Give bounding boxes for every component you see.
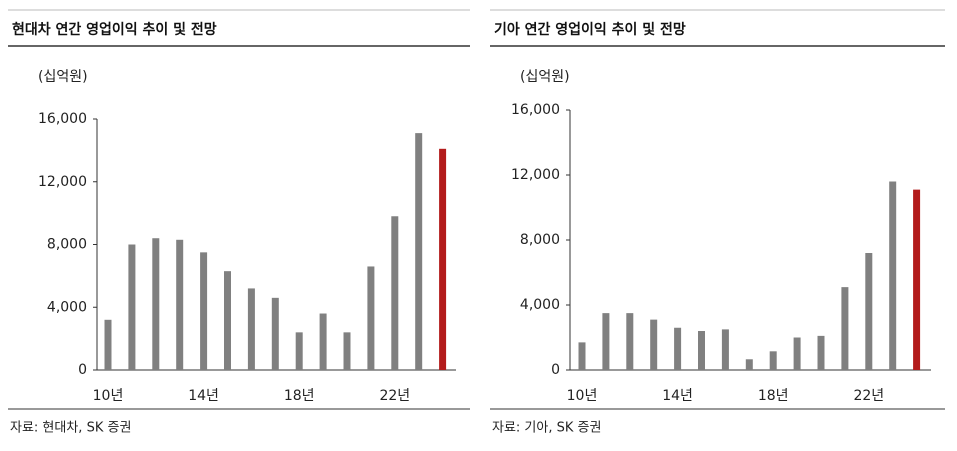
unit-label: (십억원) (520, 69, 570, 85)
bar (913, 189, 921, 370)
bar (295, 332, 303, 370)
bar (319, 313, 327, 370)
y-tick-label: 4,000 (520, 297, 560, 313)
y-tick-label: 8,000 (47, 237, 87, 253)
x-tick-label: 22년 (853, 388, 884, 404)
x-tick-label: 14년 (662, 388, 693, 404)
bar (674, 327, 682, 370)
y-tick-label: 12,000 (511, 167, 560, 183)
bar (650, 319, 658, 370)
bar (602, 313, 610, 370)
bar (343, 332, 351, 370)
x-tick-label: 10년 (567, 388, 598, 404)
y-tick-label: 4,000 (47, 299, 87, 315)
bar (200, 252, 208, 370)
chart-title: 기아 연간 영업이익 추이 및 전망 (494, 21, 686, 38)
bar (841, 287, 849, 370)
bar (224, 271, 231, 370)
bar (698, 331, 705, 370)
bar (578, 342, 586, 370)
bar (889, 181, 897, 370)
x-tick-label: 18년 (758, 388, 789, 404)
source: 자료: 기아, SK 증권 (492, 421, 601, 436)
y-tick-label: 16,000 (511, 102, 560, 118)
bar (271, 297, 279, 370)
bar (367, 266, 375, 370)
bar (793, 337, 801, 370)
bar (176, 239, 184, 370)
bar (128, 244, 136, 370)
y-tick-label: 16,000 (38, 111, 87, 127)
x-tick-label: 18년 (284, 388, 315, 404)
bar (152, 238, 160, 370)
unit-label: (십억원) (38, 69, 88, 85)
bar (626, 313, 634, 370)
source: 자료: 현대차, SK 증권 (10, 421, 131, 436)
bar (415, 133, 423, 370)
y-tick-label: 8,000 (520, 232, 560, 248)
bar (721, 329, 729, 370)
bar (745, 359, 753, 370)
bar (439, 148, 447, 370)
bar (865, 253, 873, 370)
chart-title: 현대차 연간 영업이익 추이 및 전망 (12, 21, 217, 38)
bar (769, 351, 777, 370)
x-tick-label: 22년 (379, 388, 410, 404)
x-tick-label: 10년 (93, 388, 124, 404)
x-tick-label: 14년 (188, 388, 219, 404)
y-tick-label: 12,000 (38, 174, 87, 190)
bar (104, 319, 112, 370)
y-tick-label: 0 (78, 362, 87, 378)
bar (247, 288, 255, 370)
bar (817, 335, 825, 370)
bar (391, 216, 399, 370)
y-tick-label: 0 (551, 362, 560, 378)
